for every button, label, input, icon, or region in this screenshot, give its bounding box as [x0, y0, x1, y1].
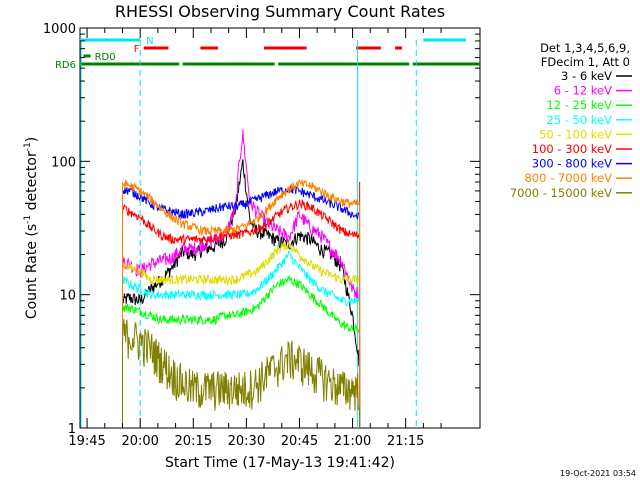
y-axis-label-sup2: -1: [23, 142, 33, 151]
chart-title: RHESSI Observing Summary Count Rates: [115, 2, 445, 21]
series-line-7: [122, 179, 361, 429]
x-axis: 19:45 20:00 20:15 20:30 20:45 21:00 21:15: [68, 28, 442, 449]
flag-rd0-label: RD0: [95, 52, 116, 63]
legend-entry-label: 6 - 12 keV: [554, 84, 612, 98]
legend-entry-label: 12 - 25 keV: [546, 98, 612, 112]
legend-entry-label: 800 - 7000 keV: [524, 171, 612, 185]
plot-frame: [79, 27, 481, 429]
y-axis-label-main: Count Rate (s: [24, 224, 40, 319]
flag-n-label: N: [146, 36, 153, 47]
legend: Det 1,3,4,5,6,9, FDecim 1, Att 0 3 - 6 k…: [510, 41, 632, 200]
legend-entry-label: 3 - 6 keV: [561, 69, 612, 83]
legend-entry-label: 25 - 50 keV: [546, 113, 612, 127]
y-tick-label: 1: [68, 422, 76, 437]
x-tick-label: 19:45: [68, 434, 105, 449]
legend-entry-label: 100 - 300 keV: [532, 142, 612, 156]
x-tick-label: 20:15: [175, 434, 212, 449]
y-axis-label-sup: -1: [23, 215, 33, 224]
x-tick-label: 21:15: [387, 434, 424, 449]
plot-area: [79, 27, 481, 429]
flags-layer: NF RD0 RD6: [55, 36, 480, 428]
x-tick-label: 20:30: [228, 434, 265, 449]
x-tick-label: 20:00: [121, 434, 158, 449]
legend-header-line-2: FDecim 1, Att 0: [541, 55, 630, 69]
flag-f-label: F: [134, 44, 140, 55]
y-axis-label: Count Rate (s-1 detector-1): [23, 137, 40, 319]
y-tick-label: 100: [51, 155, 76, 170]
x-axis-label: Start Time (17-May-13 19:41:42): [165, 455, 395, 471]
series-line-4: [122, 240, 361, 429]
x-tick-label: 21:00: [334, 434, 371, 449]
x-tick-label: 20:45: [281, 434, 318, 449]
series-line-8: [122, 319, 361, 429]
series-line-6: [122, 185, 361, 429]
legend-entry-label: 300 - 800 keV: [532, 157, 612, 171]
series-line-5: [122, 198, 361, 429]
flag-rd6-label: RD6: [55, 60, 76, 71]
y-axis-label-mid: detector: [24, 151, 40, 215]
legend-entry-label: 50 - 100 keV: [539, 127, 612, 141]
series-line-1: [122, 129, 361, 429]
series-layer: [122, 129, 361, 429]
series-line-3: [122, 251, 361, 429]
y-axis-label-close: ): [24, 137, 40, 142]
y-axis: 1 10 100 1000: [43, 22, 480, 437]
legend-entry-label: 7000 - 15000 keV: [510, 186, 612, 200]
footer-date: 19-Oct-2021 03:54: [560, 469, 636, 478]
y-tick-label: 10: [59, 289, 76, 304]
series-line-2: [122, 275, 361, 429]
legend-header-line-1: Det 1,3,4,5,6,9,: [540, 41, 630, 55]
y-tick-label: 1000: [43, 22, 76, 37]
